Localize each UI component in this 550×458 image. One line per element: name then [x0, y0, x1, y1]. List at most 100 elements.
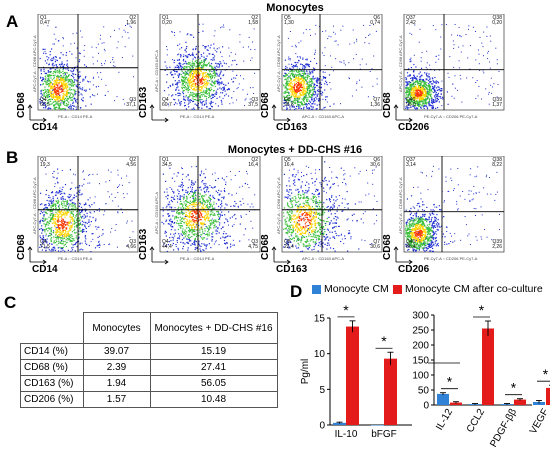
flow-plot-canvas	[271, 14, 383, 123]
y-axis-parameter: APC-Cy7-A :: CD68 APC-Cy7-A	[32, 35, 37, 92]
category-label: IL-10	[335, 429, 358, 440]
quadrant-name: Q38	[492, 157, 502, 163]
y-marker-label: CD68	[16, 234, 27, 260]
plot-frame	[37, 14, 139, 111]
x-marker-label: CD14	[32, 264, 58, 275]
bar	[546, 387, 550, 405]
table-header-empty	[20, 312, 84, 344]
quadrant-name: Q3	[129, 97, 136, 103]
quadrant-label: Q7 30,6	[362, 240, 380, 250]
y-tick-label: 50	[418, 386, 430, 397]
table-cell: 2.39	[82, 359, 151, 376]
quadrant-percent: 44,4	[162, 244, 172, 250]
significance-star: *	[343, 302, 349, 318]
quadrant-label: Q2 16,4	[240, 158, 258, 168]
bar	[482, 328, 494, 405]
quadrant-name: Q3	[251, 239, 258, 245]
quadrant-label: Q2 1,96	[118, 16, 136, 26]
quadrant-label: Q6 30,6	[362, 158, 380, 168]
panel-letter-b: B	[6, 148, 19, 167]
plot-frame	[281, 14, 383, 111]
y-marker-label: CD68	[260, 92, 271, 118]
y-marker-label: CD68	[382, 234, 393, 260]
category-label: bFGF	[371, 429, 397, 440]
event-dots	[283, 24, 378, 111]
y-axis-parameter: APC-Cy7-A :: CD68 APC-Cy7-A	[276, 35, 281, 92]
flow-plot-canvas	[393, 156, 505, 265]
quadrant-label: Q3 37,1	[118, 98, 136, 108]
table-row-label: CD68 (%)	[20, 359, 84, 376]
quadrant-percent: 37,5	[248, 102, 258, 108]
y-tick-label: 0	[423, 401, 429, 412]
quadrant-percent: 0,20	[492, 20, 502, 26]
quadrant-name: Q6	[373, 15, 380, 21]
quadrant-label: Q8 22,4	[284, 240, 294, 250]
flow-plot: Q1 34,5 Q2 16,4 Q3 4,75 Q4 44,4 PE-A :: CD14 PE-…	[136, 156, 264, 278]
quadrant-name: Q2	[129, 15, 136, 21]
x-axis-parameter: APC-A :: CD163 APC-A	[302, 114, 345, 119]
axis-arrows	[27, 246, 47, 265]
x-axis-parameter: PE-A :: CD14 PE-A	[58, 256, 93, 261]
quadrant-label: Q1 0,47	[40, 16, 50, 26]
table-header-monocytes: Monocytes	[82, 312, 151, 344]
quadrant-percent: 3,14	[406, 162, 416, 168]
quadrant-percent: 4,66	[126, 244, 136, 250]
axis-arrows	[271, 104, 291, 123]
event-dots	[39, 23, 134, 111]
chart-legend: Monocyte CM Monocyte CM after co-culture	[312, 283, 548, 297]
quadrant-label: Q39 1,37	[484, 98, 502, 108]
quadrant-percent: 1,30	[284, 20, 294, 26]
table-row-label: CD14 (%)	[20, 343, 84, 360]
quadrant-name: Q3	[251, 97, 258, 103]
quadrant-label: Q1 19,3	[40, 158, 50, 168]
quadrant-percent: 60,7	[162, 102, 172, 108]
table-row-label: CD206 (%)	[20, 391, 84, 408]
quadrant-name: Q5	[284, 157, 291, 163]
quadrant-label: Q38 8,22	[484, 158, 502, 168]
quadrant-percent: 2,42	[406, 20, 416, 26]
quadrant-name: Q40	[406, 239, 416, 245]
quadrant-percent: 1,96	[126, 20, 136, 26]
quadrant-name: Q2	[129, 157, 136, 163]
quadrant-label: Q4 71,5	[40, 240, 50, 250]
event-dots	[283, 161, 378, 253]
y-tick-label: 300	[412, 311, 429, 322]
flow-plot: Q1 19,3 Q2 4,56 Q3 4,66 Q4 71,5 PE-A :: CD14 PE-…	[14, 156, 142, 278]
quadrant-label: Q2 4,56	[118, 158, 136, 168]
event-dots	[163, 23, 256, 110]
panel-letter-c: C	[4, 293, 17, 312]
quadrant-label: Q37 2,42	[406, 16, 416, 26]
y-marker-label: CD163	[138, 86, 149, 118]
quadrant-label: Q40 96,0	[406, 98, 416, 108]
significance-star: *	[381, 333, 387, 349]
percentage-table: Monocytes Monocytes + DD-CHS #16 CD14 (%…	[20, 312, 278, 408]
quadrant-percent: 34,5	[162, 162, 172, 168]
quadrant-label: Q6 0,74	[362, 16, 380, 26]
y-axis-parameter: APC-A :: CD163 APC-A	[154, 191, 159, 234]
legend-label-blue: Monocyte CM	[324, 283, 389, 295]
quadrant-label: Q5 16,4	[284, 158, 294, 168]
quadrant-percent: 0,74	[370, 20, 380, 26]
x-axis-parameter: PE-Cy7-A :: CD206 PE-Cy7-A	[424, 114, 478, 119]
axis-arrows	[393, 246, 413, 265]
flow-plot-canvas	[149, 156, 261, 265]
y-axis-label: Pg/ml	[300, 359, 311, 385]
significance-star: *	[543, 366, 549, 382]
table-row-label: CD163 (%)	[20, 375, 84, 392]
quadrant-percent: 0,47	[40, 20, 50, 26]
category-label: PDGF-ββ	[488, 407, 519, 450]
quadrant-label: Q3 4,75	[240, 240, 258, 250]
x-marker-label: CD14	[32, 122, 58, 133]
row-title-monocytes: Monocytes	[266, 2, 324, 14]
category-label: IL-12	[434, 407, 455, 433]
table-row: CD206 (%) 1.57 10.48	[20, 391, 278, 408]
quadrant-percent: 1,37	[492, 102, 502, 108]
legend-swatch-blue	[312, 285, 321, 294]
quadrant-label: Q38 0,20	[484, 16, 502, 26]
quadrant-percent: 30,6	[370, 244, 380, 250]
y-axis-parameter: APC-Cy7-A :: CD68 APC-Cy7-A	[398, 35, 403, 92]
panel-letter-d: D	[290, 282, 303, 301]
quadrant-name: Q1	[162, 15, 169, 21]
quadrant-percent: 37,1	[126, 102, 136, 108]
quadrant-name: Q38	[492, 15, 502, 21]
